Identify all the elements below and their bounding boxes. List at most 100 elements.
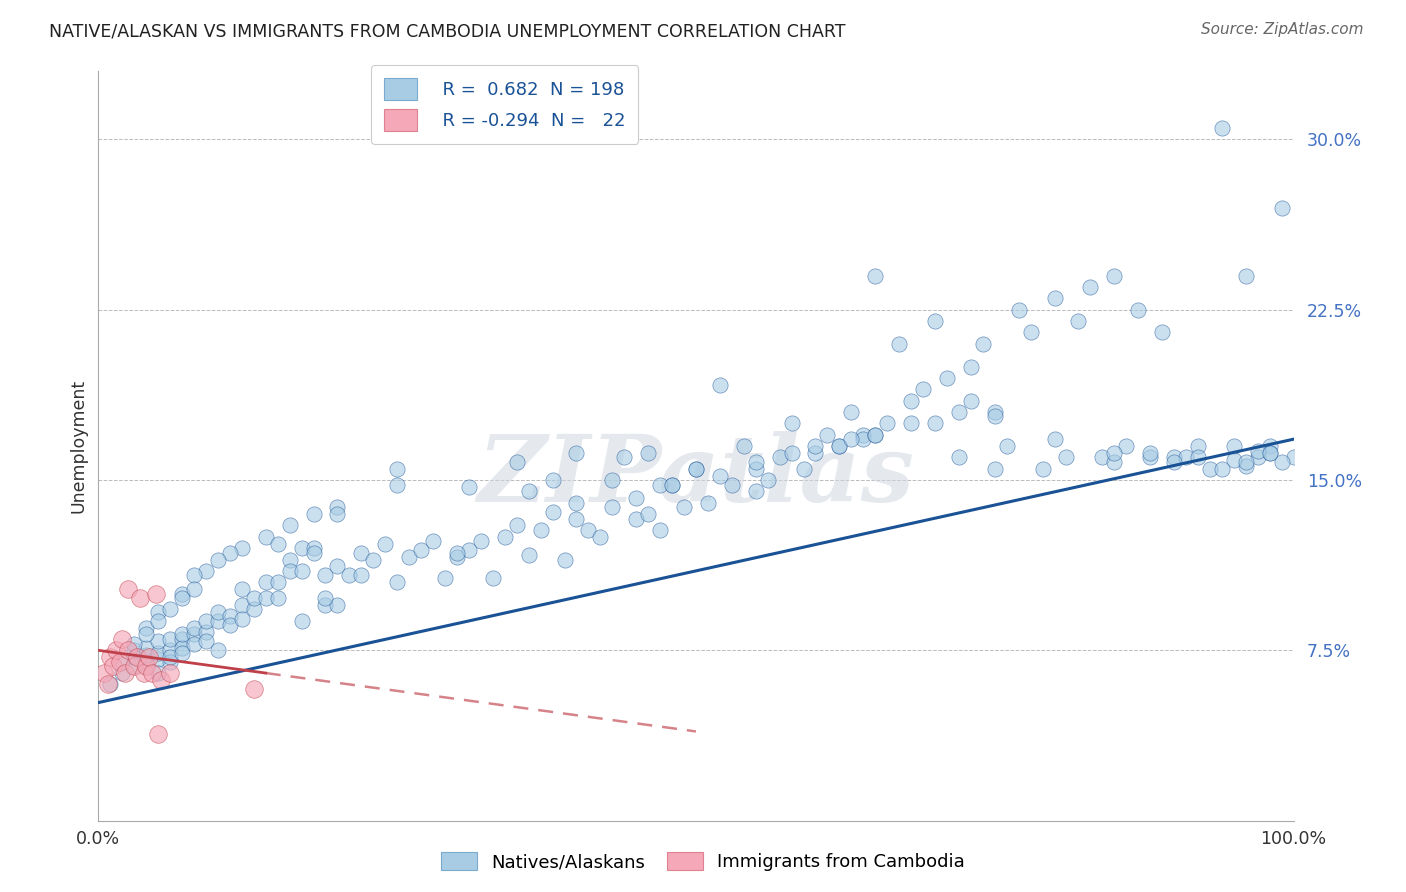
Point (183, 582, 205, 596)
Text: NATIVE/ALASKAN VS IMMIGRANTS FROM CAMBODIA UNEMPLOYMENT CORRELATION CHART: NATIVE/ALASKAN VS IMMIGRANTS FROM CAMBOD… (49, 22, 846, 40)
Point (948, 450, 970, 465)
Point (114, 666, 136, 681)
Point (756, 473, 779, 487)
Point (745, 484, 768, 499)
Point (768, 450, 790, 465)
Point (385, 575, 409, 590)
Point (385, 461, 409, 475)
Point (936, 371, 959, 385)
Point (302, 541, 325, 556)
Point (578, 523, 600, 537)
Point (1258, 446, 1281, 460)
Point (1223, 452, 1246, 467)
Point (900, 417, 922, 431)
Point (1187, 439, 1209, 453)
Point (1258, 446, 1281, 460)
Point (326, 559, 349, 574)
Point (98, 677, 122, 691)
Text: Source: ZipAtlas.com: Source: ZipAtlas.com (1201, 22, 1364, 37)
Point (267, 575, 290, 590)
Point (278, 552, 301, 566)
Point (602, 500, 624, 515)
Point (1199, 461, 1222, 475)
Point (138, 650, 160, 665)
Point (1175, 450, 1198, 465)
Point (291, 541, 314, 556)
Point (1282, 450, 1305, 465)
Point (745, 455, 768, 469)
Point (207, 614, 229, 628)
Point (1067, 314, 1090, 328)
Point (1247, 443, 1270, 458)
Point (1019, 326, 1042, 340)
Point (924, 417, 946, 431)
Point (172, 641, 194, 656)
Point (195, 625, 218, 640)
Point (865, 427, 887, 442)
Point (911, 382, 934, 396)
Point (93, 666, 115, 681)
Point (541, 473, 564, 487)
Point (159, 602, 181, 616)
Point (302, 507, 325, 521)
Point (828, 439, 851, 453)
Point (207, 643, 229, 657)
Point (219, 609, 242, 624)
Point (135, 641, 157, 656)
Point (1043, 292, 1066, 306)
Point (326, 598, 349, 612)
Point (506, 518, 529, 533)
Point (804, 439, 827, 453)
Point (243, 602, 266, 616)
Point (685, 461, 707, 475)
Point (1271, 455, 1294, 469)
Point (648, 523, 672, 537)
Point (291, 614, 314, 628)
Point (149, 673, 172, 687)
Point (315, 598, 337, 612)
Point (494, 530, 516, 544)
Point (517, 548, 540, 562)
Point (195, 564, 218, 578)
Point (267, 591, 290, 606)
Point (148, 727, 170, 741)
Point (132, 666, 155, 681)
Point (852, 432, 875, 446)
Point (124, 659, 146, 673)
Point (1104, 268, 1126, 283)
Point (398, 550, 420, 565)
Point (1115, 439, 1137, 453)
Point (172, 632, 194, 646)
Point (124, 659, 146, 673)
Point (117, 582, 139, 596)
Point (709, 468, 731, 483)
Point (876, 417, 898, 431)
Point (105, 643, 128, 657)
Point (865, 427, 887, 442)
Point (148, 646, 170, 660)
Point (231, 611, 253, 625)
Point (135, 648, 157, 662)
Point (481, 571, 505, 585)
Point (219, 618, 242, 632)
Point (673, 500, 696, 515)
Point (254, 575, 277, 590)
Point (661, 477, 683, 491)
Point (195, 614, 218, 628)
Point (721, 477, 744, 491)
Point (243, 681, 266, 696)
Point (207, 552, 229, 566)
Point (865, 268, 887, 283)
Point (159, 632, 181, 646)
Point (172, 627, 194, 641)
Point (159, 650, 181, 665)
Point (411, 543, 433, 558)
Point (793, 461, 815, 475)
Point (124, 643, 146, 657)
Point (111, 666, 134, 681)
Point (129, 591, 152, 606)
Point (302, 546, 325, 560)
Point (506, 455, 529, 469)
Point (554, 552, 576, 566)
Point (326, 500, 349, 515)
